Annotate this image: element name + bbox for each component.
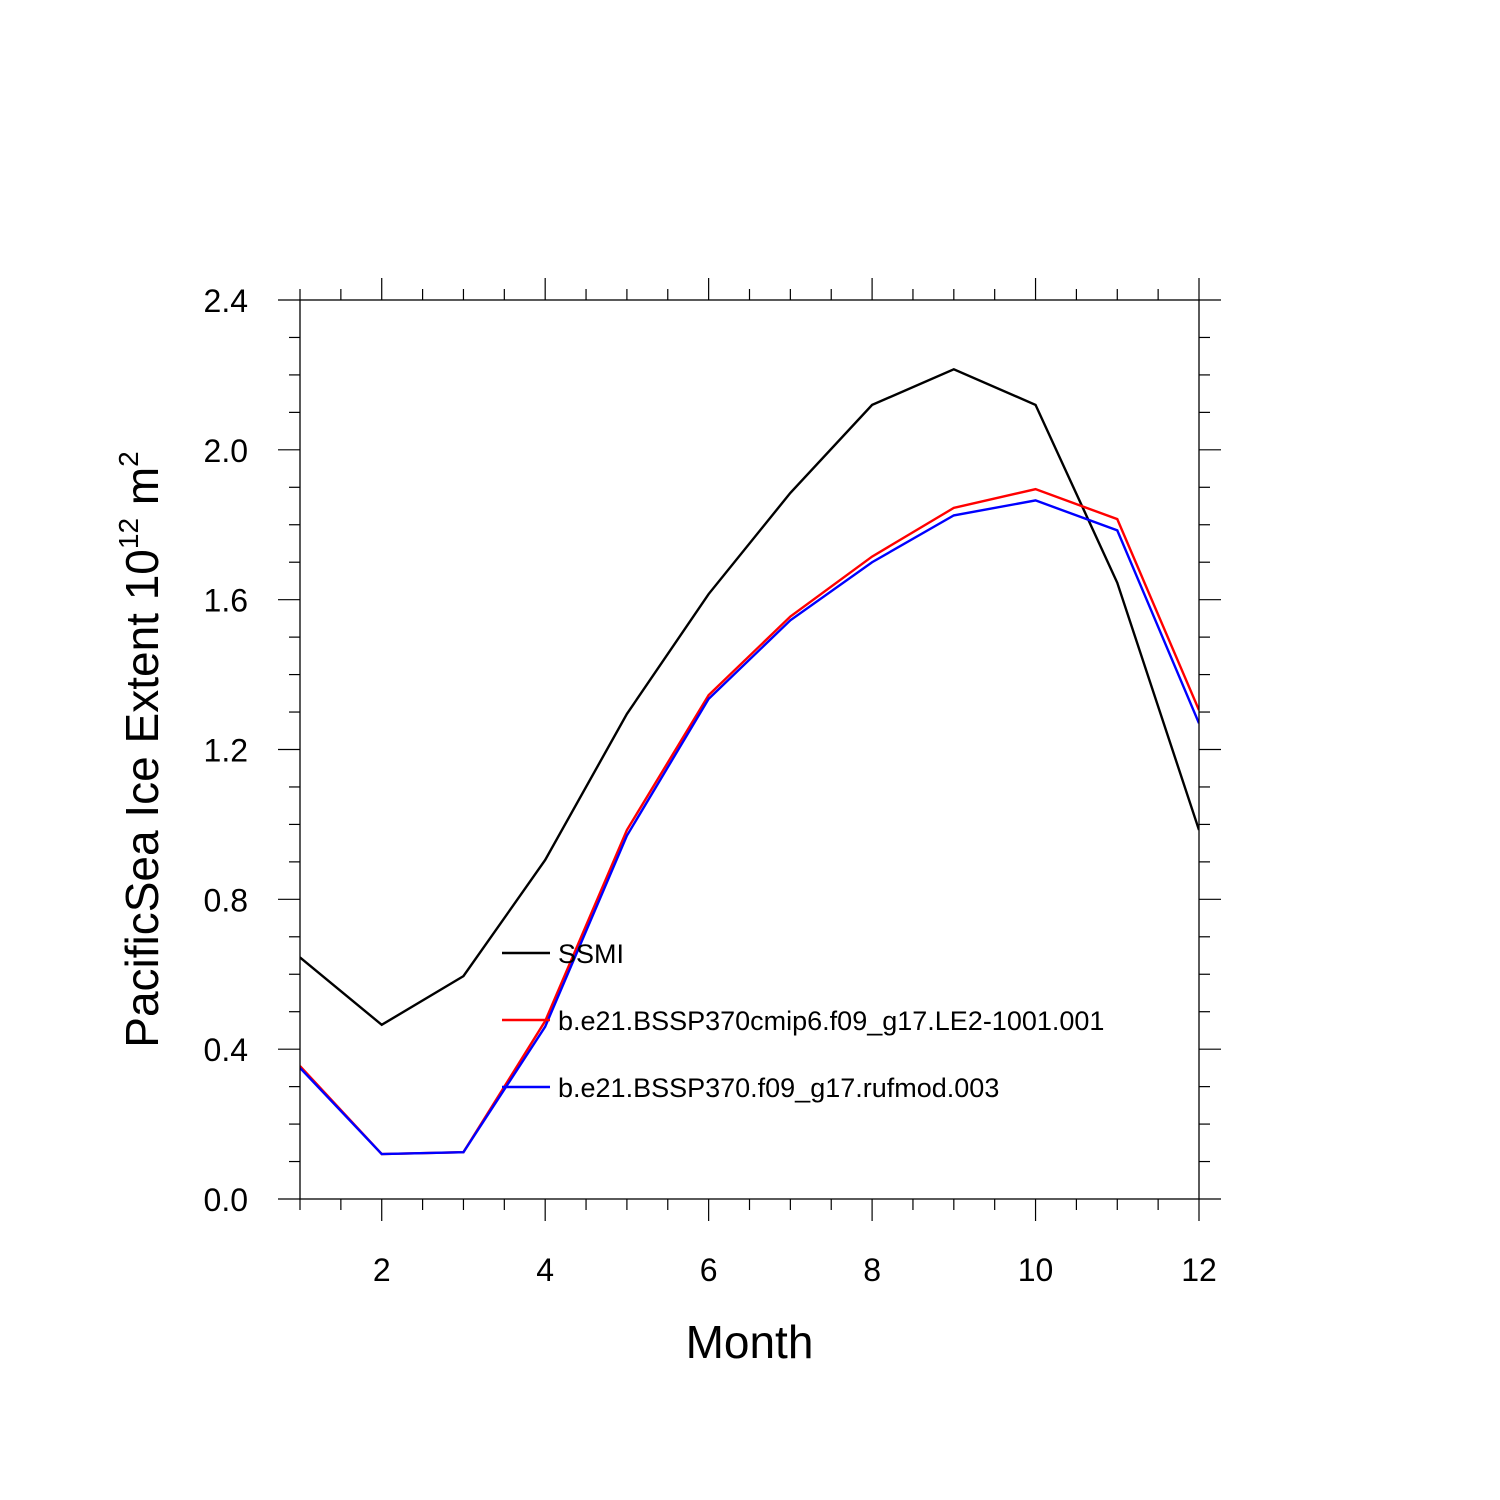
y-axis-title-unit: m <box>116 467 168 518</box>
x-tick-label: 12 <box>1181 1252 1217 1288</box>
y-tick-label: 1.2 <box>204 733 248 769</box>
y-tick-label: 2.4 <box>204 283 248 319</box>
x-tick-label: 8 <box>863 1252 881 1288</box>
x-tick-label: 10 <box>1018 1252 1054 1288</box>
x-axis-title: Month <box>686 1316 814 1368</box>
y-tick-label: 0.4 <box>204 1032 248 1068</box>
y-tick-label: 0.0 <box>204 1182 248 1218</box>
series-line-0 <box>300 367 1199 1027</box>
tick-marks <box>278 278 1221 1221</box>
y-axis-title-exponent: 12 <box>113 518 144 549</box>
y-tick-label: 0.8 <box>204 882 248 918</box>
y-tick-label: 1.6 <box>204 583 248 619</box>
x-tick-label: 6 <box>700 1252 718 1288</box>
series-line-2 <box>300 499 1199 1156</box>
x-tick-label: 2 <box>373 1252 391 1288</box>
legend-label-1: b.e21.BSSP370cmip6.f09_g17.LE2-1001.001 <box>558 1006 1104 1036</box>
legend-label-0: SSMI <box>558 939 624 969</box>
series-lines <box>300 367 1199 1156</box>
legend: SSMI b.e21.BSSP370cmip6.f09_g17.LE2-1001.… <box>502 939 1104 1103</box>
y-axis-title-unit-exponent: 2 <box>113 451 144 467</box>
tick-labels: 2 4 6 8 10 12 0.0 0.4 0.8 1.2 1.6 2.0 2.4 <box>204 283 1217 1288</box>
legend-label-2: b.e21.BSSP370.f09_g17.rufmod.003 <box>558 1073 999 1103</box>
plot-frame <box>299 299 1200 1200</box>
y-tick-label: 2.0 <box>204 433 248 469</box>
y-axis-title-main: PacificSea Ice Extent 10 <box>116 549 168 1048</box>
y-axis-title: PacificSea Ice Extent 1012 m2 <box>113 451 168 1047</box>
x-tick-label: 4 <box>536 1252 554 1288</box>
